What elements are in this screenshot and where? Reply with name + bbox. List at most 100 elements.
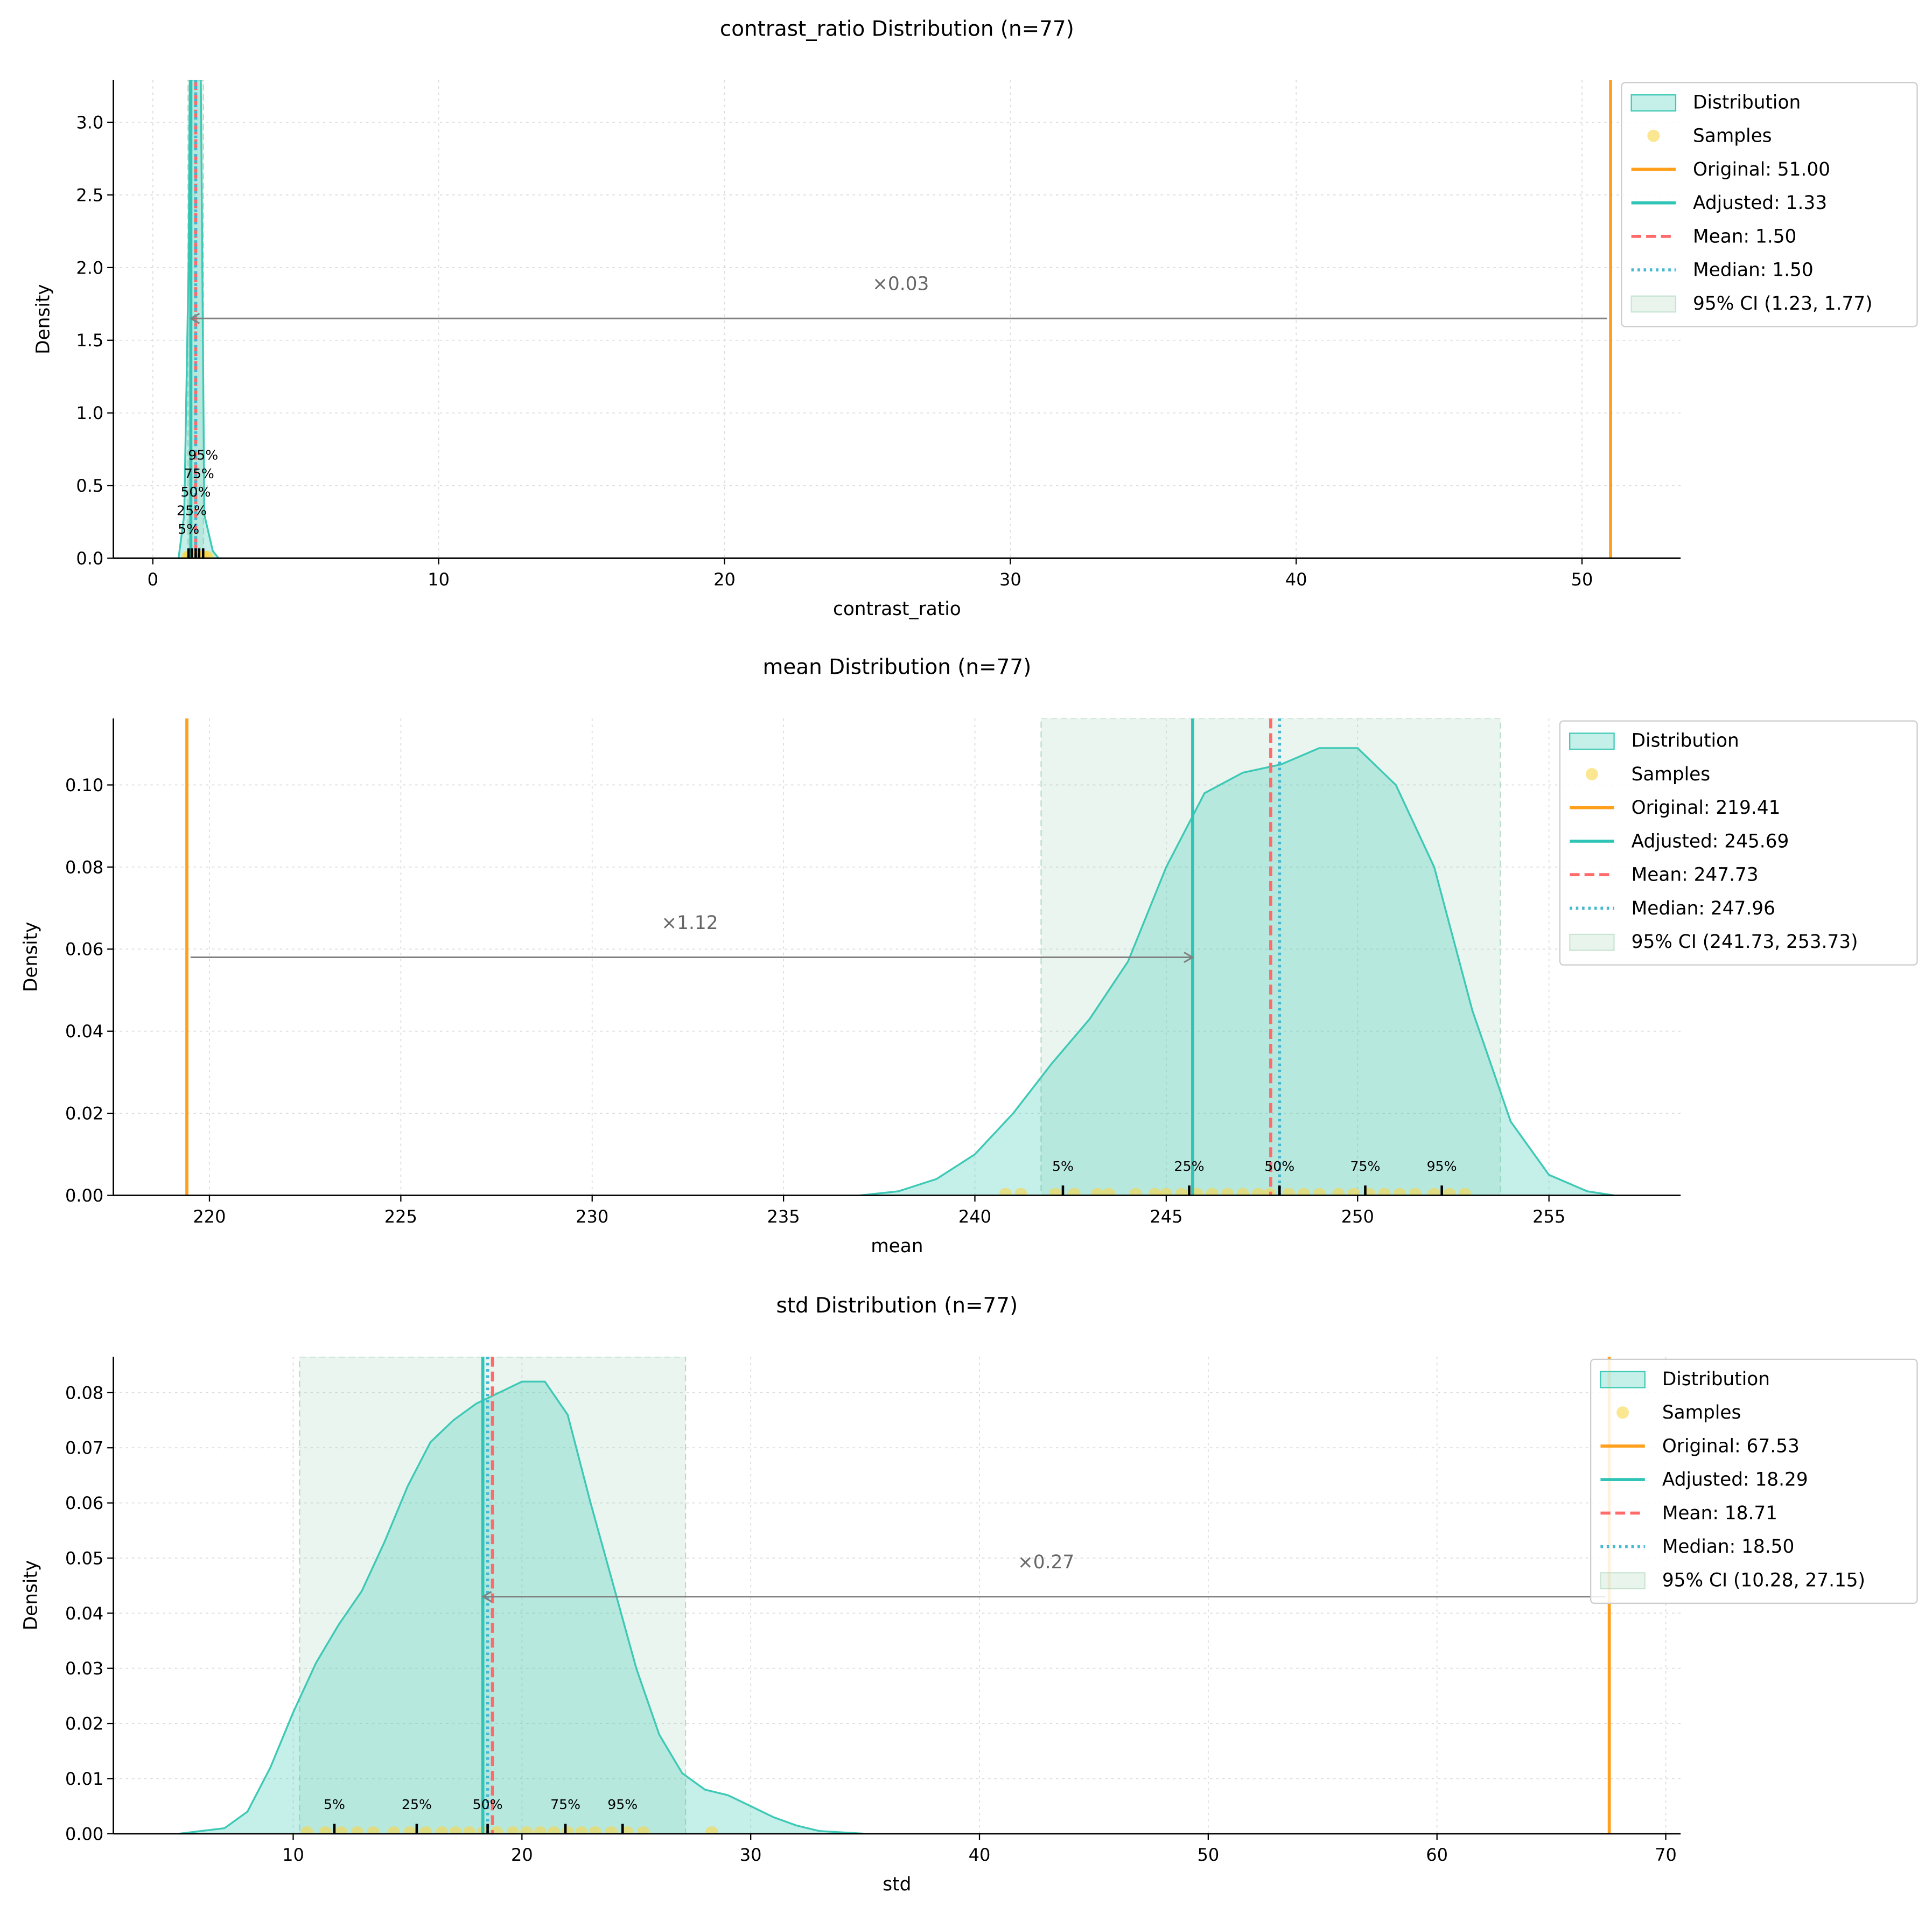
legend-label: Distribution <box>1662 1369 1770 1390</box>
sample-point <box>1206 1188 1219 1196</box>
legend-label: Samples <box>1632 764 1711 785</box>
y-tick-label: 0.08 <box>65 857 103 877</box>
legend-label: Adjusted: 245.69 <box>1632 830 1789 852</box>
y-axis-label: Density <box>20 1560 42 1630</box>
percentile-label: 25% <box>177 502 207 518</box>
sample-point <box>319 1826 332 1834</box>
legend-box <box>1559 720 1918 966</box>
percentile-label: 5% <box>178 521 199 537</box>
sample-point <box>387 1826 400 1834</box>
y-tick-label: 0.06 <box>65 1493 103 1513</box>
sample-point <box>419 1826 432 1834</box>
sample-point <box>449 1826 462 1834</box>
sample-point <box>1175 1188 1188 1196</box>
x-tick-label: 240 <box>958 1206 991 1227</box>
y-axis-label: Density <box>33 284 54 354</box>
x-tick-label: 10 <box>282 1845 304 1865</box>
sample-point <box>520 1826 533 1834</box>
x-tick-label: 50 <box>1197 1845 1219 1865</box>
percentile-label: 50% <box>180 484 211 500</box>
y-axis-label: Density <box>20 922 42 992</box>
legend-box <box>1621 82 1918 327</box>
sample-point <box>1298 1188 1311 1196</box>
legend-label: Distribution <box>1632 730 1739 752</box>
percentile-label: 95% <box>188 447 218 463</box>
sample-point <box>1313 1188 1326 1196</box>
x-tick-label: 20 <box>511 1845 533 1865</box>
legend-box <box>1590 1358 1918 1604</box>
x-tick-label: 0 <box>148 569 158 590</box>
chart-title: std Distribution (n=77) <box>776 1294 1018 1318</box>
y-tick-label: 3.0 <box>76 112 103 132</box>
legend-swatch-samples <box>1585 768 1598 780</box>
x-tick-label: 40 <box>1285 569 1307 590</box>
y-tick-label: 0.00 <box>65 1185 103 1206</box>
ratio-label: ×0.03 <box>872 274 929 295</box>
sample-point <box>621 1826 634 1834</box>
y-tick-label: 0.00 <box>65 1824 103 1844</box>
sample-point <box>1160 1188 1173 1196</box>
x-tick-label: 20 <box>713 569 736 590</box>
y-tick-label: 0.10 <box>65 775 103 795</box>
y-tick-label: 0.02 <box>65 1104 103 1124</box>
sample-point <box>1427 1188 1440 1196</box>
sample-point <box>1252 1188 1264 1196</box>
sample-point <box>575 1826 588 1834</box>
arrow-head-icon <box>189 312 200 324</box>
kde-line <box>178 1380 865 1834</box>
percentile-label: 25% <box>402 1797 432 1812</box>
kde-line <box>860 747 1614 1196</box>
x-tick-label: 30 <box>999 569 1021 590</box>
y-tick-label: 0.08 <box>65 1383 103 1403</box>
chart-title: mean Distribution (n=77) <box>762 655 1031 680</box>
legend-swatch-distribution <box>1630 94 1677 112</box>
legend-label: 95% CI (10.28, 27.15) <box>1662 1569 1865 1591</box>
arrow-head-icon <box>1184 952 1194 963</box>
legend-label: Samples <box>1662 1402 1741 1423</box>
x-tick-label: 50 <box>1571 569 1593 590</box>
y-tick-label: 0.05 <box>65 1548 103 1568</box>
percentile-label: 75% <box>550 1797 580 1812</box>
y-tick-label: 0.07 <box>65 1438 103 1458</box>
sample-point <box>1282 1188 1295 1196</box>
x-axis-label: std <box>883 1874 911 1895</box>
sample-point <box>1394 1188 1406 1196</box>
percentile-label: 50% <box>473 1797 503 1812</box>
y-tick-label: 1.5 <box>76 330 103 351</box>
percentile-label: 95% <box>1427 1158 1457 1174</box>
kde-line <box>177 80 220 558</box>
x-tick-label: 225 <box>384 1206 417 1227</box>
sample-point <box>367 1826 380 1834</box>
subplot-0: contrast_ratio Distribution (n=77) 0 10 20 3… <box>33 17 1918 620</box>
legend-label: Mean: 1.50 <box>1693 226 1796 247</box>
legend-label: Median: 18.50 <box>1662 1536 1795 1558</box>
percentile-label: 95% <box>607 1797 638 1812</box>
ratio-label: ×1.12 <box>661 912 718 934</box>
legend-label: Mean: 18.71 <box>1662 1503 1777 1524</box>
y-tick-label: 0.02 <box>65 1714 103 1734</box>
y-tick-label: 0.06 <box>65 939 103 960</box>
sample-point <box>403 1826 416 1834</box>
percentile-label: 25% <box>1174 1158 1205 1174</box>
sample-point <box>1236 1188 1249 1196</box>
sample-point <box>1458 1188 1471 1196</box>
legend-label: Samples <box>1693 125 1772 147</box>
plot-content: 5% 25% 50% 75% 95% <box>177 80 1612 558</box>
legend-label: Original: 51.00 <box>1693 159 1830 180</box>
legend-label: Original: 219.41 <box>1632 797 1781 819</box>
y-tick-label: 2.0 <box>76 257 103 278</box>
sample-point <box>1443 1188 1456 1196</box>
sample-point <box>335 1826 348 1834</box>
x-tick-label: 245 <box>1150 1206 1182 1227</box>
x-tick-label: 220 <box>193 1206 226 1227</box>
ratio-label: ×0.27 <box>1018 1552 1074 1573</box>
legend-swatch-samples <box>1647 129 1660 142</box>
legend-label: Adjusted: 1.33 <box>1693 192 1827 214</box>
y-tick-label: 0.0 <box>76 548 103 569</box>
legend-label: Adjusted: 18.29 <box>1662 1469 1808 1491</box>
x-tick-label: 230 <box>576 1206 608 1227</box>
sample-point <box>605 1826 618 1834</box>
x-tick-label: 30 <box>740 1845 762 1865</box>
sample-point <box>1049 1188 1062 1196</box>
